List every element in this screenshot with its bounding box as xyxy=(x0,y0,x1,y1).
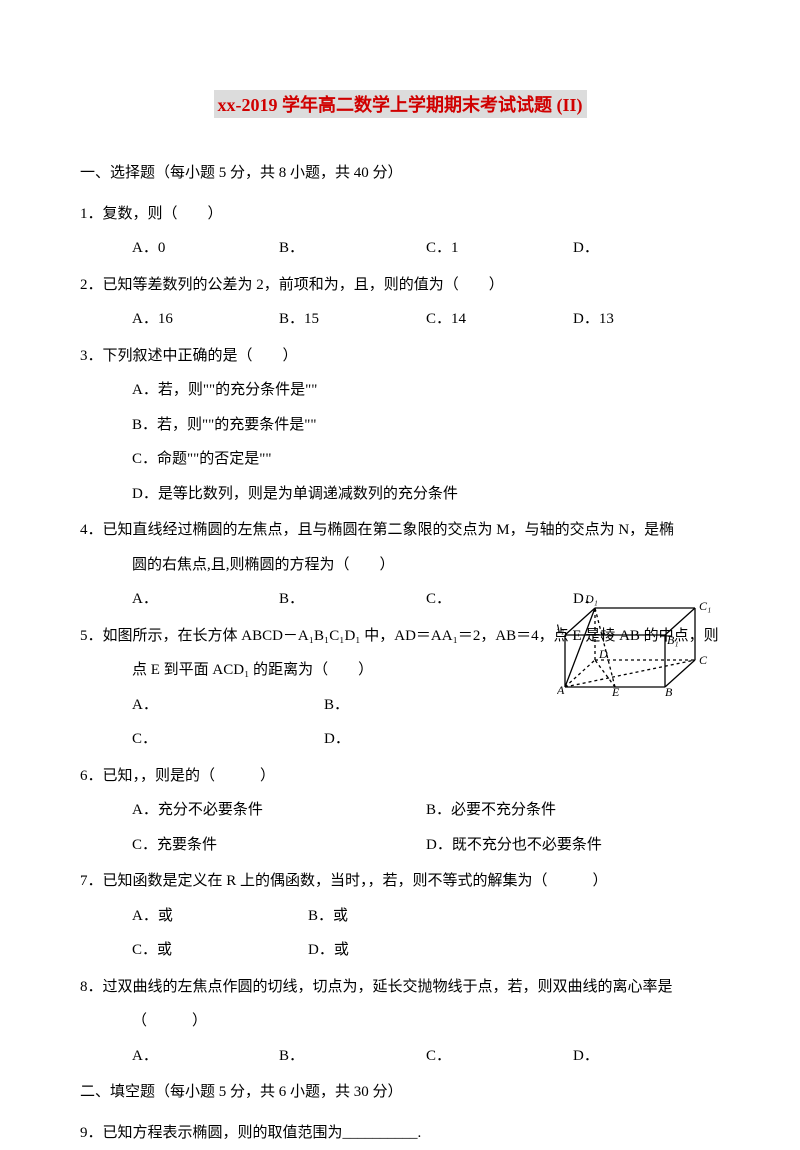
section-2-header: 二、填空题（每小题 5 分，共 6 小题，共 30 分） xyxy=(80,1075,720,1110)
cuboid-figure: A B C D A₁ B₁ C₁ D₁ E xyxy=(557,592,712,697)
q8-opt-d: D． xyxy=(573,1039,720,1074)
exam-title: xx-2019 学年高二数学上学期期末考试试题 (II) xyxy=(214,90,587,118)
label-D1: D₁ xyxy=(584,592,598,606)
q1-opt-c: C．1 xyxy=(426,231,573,266)
label-B1: B₁ xyxy=(667,633,679,647)
q3-opt-b: B．若，则""的充要条件是"" xyxy=(80,408,720,443)
q8-opt-b: B． xyxy=(279,1039,426,1074)
q4-opt-c: C． xyxy=(426,582,573,617)
q3-opt-c: C．命题""的否定是"" xyxy=(80,442,720,477)
q5-opt-c: C． xyxy=(132,722,324,757)
q8-opt-c: C． xyxy=(426,1039,573,1074)
q4-stem: 4．已知直线经过椭圆的左焦点，且与椭圆在第二象限的交点为 M，与轴的交点为 N，… xyxy=(80,513,720,548)
q6-opt-a: A．充分不必要条件 xyxy=(132,793,426,828)
q1-opt-a: A．0 xyxy=(132,231,279,266)
q2-opt-a: A．16 xyxy=(132,302,279,337)
q2-opt-b: B．15 xyxy=(279,302,426,337)
question-1: 1．复数，则（ ） A．0 B． C．1 D． xyxy=(80,197,720,266)
q5-opt-b: B． xyxy=(324,688,516,723)
section-1-header: 一、选择题（每小题 5 分，共 8 小题，共 40 分） xyxy=(80,156,720,191)
label-A1: A₁ xyxy=(557,621,565,635)
q5-opt-d: D． xyxy=(324,722,516,757)
label-C: C xyxy=(699,653,708,667)
question-9: 9．已知方程表示椭圆，则的取值范围为__________. xyxy=(80,1116,720,1150)
q1-options: A．0 B． C．1 D． xyxy=(80,231,720,266)
q2-stem: 2．已知等差数列的公差为 2，前项和为，且，则的值为（ ） xyxy=(80,268,720,303)
q7-options-row2: C．或 D．或 xyxy=(80,933,484,968)
q4-opt-b: B． xyxy=(279,582,426,617)
q6-stem: 6．已知，，则是的（ ） xyxy=(80,759,720,794)
q2-opt-c: C．14 xyxy=(426,302,573,337)
label-E: E xyxy=(611,685,620,697)
q7-options-row1: A．或 B．或 xyxy=(80,899,484,934)
label-D: D xyxy=(598,647,608,661)
q3-opt-a: A．若，则""的充分条件是"" xyxy=(80,373,720,408)
title-wrap: xx-2019 学年高二数学上学期期末考试试题 (II) xyxy=(80,90,720,136)
q4-stem2: 圆的右焦点,且,则椭圆的方程为（ ） xyxy=(80,548,720,583)
q7-opt-a: A．或 xyxy=(132,899,308,934)
q6-options-row1: A．充分不必要条件 B．必要不充分条件 xyxy=(80,793,720,828)
q7-opt-b: B．或 xyxy=(308,899,484,934)
q7-opt-c: C．或 xyxy=(132,933,308,968)
question-7: 7．已知函数是定义在 R 上的偶函数，当时，，若，则不等式的解集为（ ） A．或… xyxy=(80,864,720,968)
q5-options-row1: A． B． xyxy=(80,688,516,723)
q2-options: A．16 B．15 C．14 D．13 xyxy=(80,302,720,337)
q6-opt-c: C．充要条件 xyxy=(132,828,426,863)
q7-stem: 7．已知函数是定义在 R 上的偶函数，当时，，若，则不等式的解集为（ ） xyxy=(80,864,720,899)
q6-opt-b: B．必要不充分条件 xyxy=(426,793,720,828)
question-3: 3．下列叙述中正确的是（ ） A．若，则""的充分条件是"" B．若，则""的充… xyxy=(80,339,720,512)
question-8: 8．过双曲线的左焦点作圆的切线，切点为，延长交抛物线于点，若，则双曲线的离心率是… xyxy=(80,970,720,1074)
question-2: 2．已知等差数列的公差为 2，前项和为，且，则的值为（ ） A．16 B．15 … xyxy=(80,268,720,337)
q8-stem2: （ ） xyxy=(80,1004,720,1039)
cuboid-svg: A B C D A₁ B₁ C₁ D₁ E xyxy=(557,592,712,697)
q3-opt-d: D．是等比数列，则是为单调递减数列的充分条件 xyxy=(80,477,720,512)
label-C1: C₁ xyxy=(699,599,711,613)
q8-options: A． B． C． D． xyxy=(80,1039,720,1074)
q2-opt-d: D．13 xyxy=(573,302,720,337)
page: xx-2019 学年高二数学上学期期末考试试题 (II) 一、选择题（每小题 5… xyxy=(0,0,800,1132)
q1-opt-b: B． xyxy=(279,231,426,266)
q1-stem: 1．复数，则（ ） xyxy=(80,197,720,232)
q5-opt-a: A． xyxy=(132,688,324,723)
q4-opt-a: A． xyxy=(132,582,279,617)
q9-stem: 9．已知方程表示椭圆，则的取值范围为__________. xyxy=(80,1116,720,1150)
q8-opt-a: A． xyxy=(132,1039,279,1074)
q8-stem: 8．过双曲线的左焦点作圆的切线，切点为，延长交抛物线于点，若，则双曲线的离心率是 xyxy=(80,970,720,1005)
q6-opt-d: D．既不充分也不必要条件 xyxy=(426,828,720,863)
q6-options-row2: C．充要条件 D．既不充分也不必要条件 xyxy=(80,828,720,863)
question-6: 6．已知，，则是的（ ） A．充分不必要条件 B．必要不充分条件 C．充要条件 … xyxy=(80,759,720,863)
q7-opt-d: D．或 xyxy=(308,933,484,968)
label-B: B xyxy=(665,685,673,697)
q5-options-row2: C． D． xyxy=(80,722,516,757)
q1-opt-d: D． xyxy=(573,231,720,266)
q3-stem: 3．下列叙述中正确的是（ ） xyxy=(80,339,720,374)
label-A: A xyxy=(557,683,565,697)
